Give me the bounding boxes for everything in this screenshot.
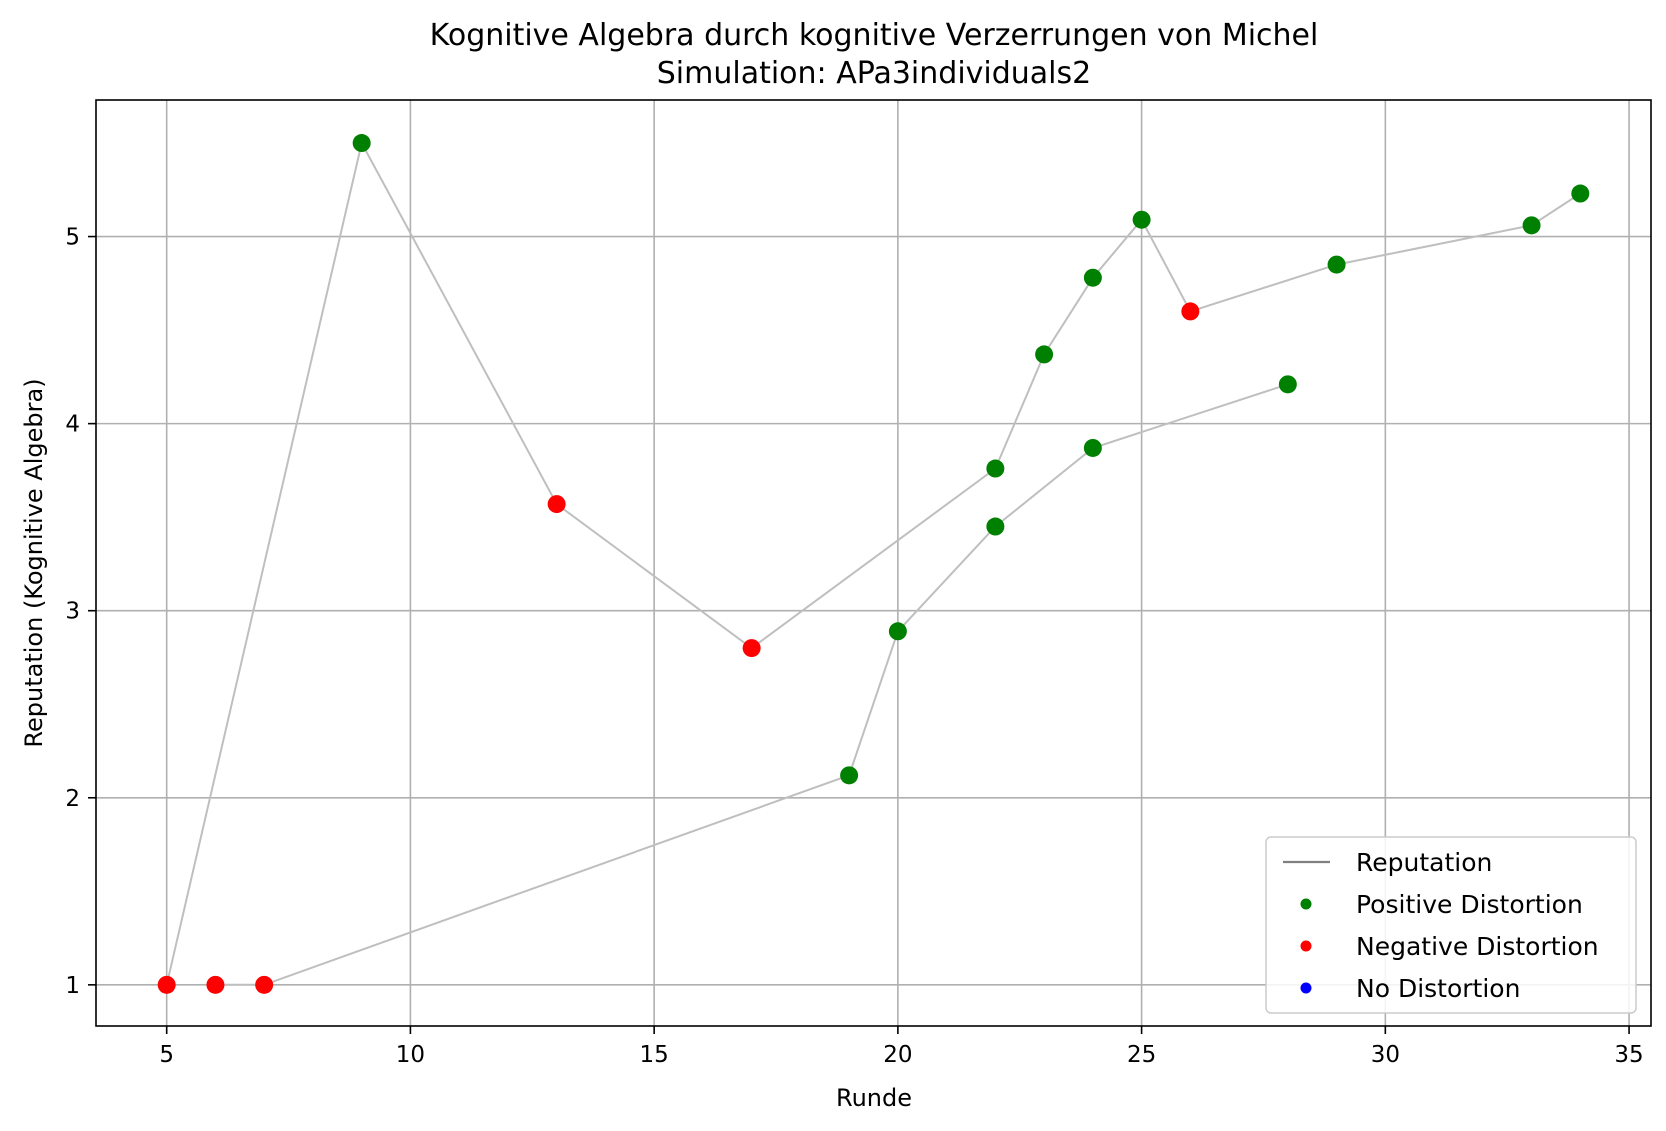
positive-distortion-point xyxy=(986,517,1005,536)
y-tick-label: 3 xyxy=(65,599,80,625)
x-tick-label: 35 xyxy=(1614,1042,1643,1068)
y-tick-label: 5 xyxy=(65,225,80,251)
x-axis-label: Runde xyxy=(836,1084,912,1112)
x-tick-label: 15 xyxy=(640,1042,669,1068)
x-tick-label: 25 xyxy=(1127,1042,1156,1068)
x-tick-label: 10 xyxy=(396,1042,425,1068)
negative-distortion-point xyxy=(255,975,274,994)
negative-distortion-point xyxy=(206,975,225,994)
data-points xyxy=(157,134,1590,994)
reputation-line xyxy=(215,383,1289,986)
negative-distortion-point xyxy=(157,975,176,994)
x-tick-label: 20 xyxy=(883,1042,912,1068)
positive-distortion-point xyxy=(986,459,1005,478)
y-axis-ticks: 1 2 3 4 5 xyxy=(65,225,96,999)
chart-title: Kognitive Algebra durch kognitive Verzer… xyxy=(430,18,1319,53)
legend: Reputation Positive Distortion Negative Di… xyxy=(1265,836,1637,1014)
positive-distortion-point xyxy=(1522,216,1541,235)
positive-distortion-point xyxy=(840,766,859,785)
x-tick-label: 30 xyxy=(1371,1042,1400,1068)
negative-distortion-point xyxy=(1181,302,1200,321)
x-axis-ticks: 5 10 15 20 25 30 35 xyxy=(159,1026,1644,1068)
positive-distortion-point xyxy=(888,622,907,641)
reputation-line xyxy=(165,140,1581,986)
negative-distortion-point xyxy=(547,495,566,514)
positive-distortion-point xyxy=(1083,438,1102,457)
y-tick-label: 1 xyxy=(65,973,80,999)
positive-distortion-point xyxy=(1083,268,1102,287)
positive-distortion-point xyxy=(1571,184,1590,203)
legend-marker-swatch xyxy=(1300,940,1312,952)
legend-box xyxy=(1265,836,1637,1014)
positive-distortion-point xyxy=(1278,375,1297,394)
positive-distortion-point xyxy=(1035,345,1054,364)
chart-subtitle: Simulation: APa3individuals2 xyxy=(657,56,1092,91)
negative-distortion-point xyxy=(742,639,761,658)
x-tick-label: 5 xyxy=(159,1042,174,1068)
y-tick-label: 4 xyxy=(65,412,80,438)
legend-label: No Distortion xyxy=(1356,974,1520,1003)
legend-label: Negative Distortion xyxy=(1356,932,1599,961)
positive-distortion-point xyxy=(352,134,371,153)
plot-frame xyxy=(95,99,1652,1027)
positive-distortion-point xyxy=(1132,210,1151,229)
legend-marker-swatch xyxy=(1300,982,1312,994)
y-axis-label: Reputation (Kognitive Algebra) xyxy=(20,378,48,747)
legend-label: Positive Distortion xyxy=(1356,890,1583,919)
legend-label: Reputation xyxy=(1356,848,1492,877)
positive-distortion-point xyxy=(1327,255,1346,274)
legend-marker-swatch xyxy=(1300,898,1312,910)
y-tick-label: 2 xyxy=(65,786,80,812)
